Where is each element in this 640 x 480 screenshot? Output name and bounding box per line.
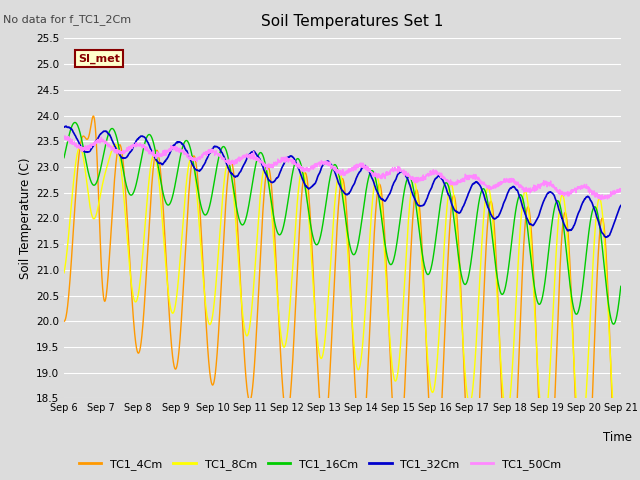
TC1_8Cm <box>568 316 575 322</box>
TC1_50Cm <box>568 187 575 193</box>
TC1_32Cm <box>61 123 69 129</box>
Y-axis label: Soil Temperature (C): Soil Temperature (C) <box>19 157 32 279</box>
TC1_32Cm <box>568 227 575 232</box>
TC1_16Cm <box>60 155 68 161</box>
TC1_16Cm <box>504 266 512 272</box>
Text: Soil Temperatures Set 1: Soil Temperatures Set 1 <box>261 14 443 29</box>
TC1_8Cm <box>216 234 223 240</box>
TC1_16Cm <box>216 152 223 157</box>
TC1_8Cm <box>60 270 68 276</box>
TC1_16Cm <box>568 295 575 301</box>
TC1_16Cm <box>71 120 79 125</box>
TC1_50Cm <box>60 136 68 142</box>
TC1_32Cm <box>216 145 223 151</box>
TC1_4Cm <box>371 222 379 228</box>
TC1_8Cm <box>504 408 512 414</box>
TC1_32Cm <box>602 235 610 240</box>
TC1_32Cm <box>60 124 68 130</box>
Line: TC1_50Cm: TC1_50Cm <box>64 136 621 200</box>
TC1_8Cm <box>617 433 625 439</box>
TC1_8Cm <box>111 142 119 147</box>
TC1_4Cm <box>359 441 367 447</box>
TC1_50Cm <box>504 178 512 184</box>
TC1_16Cm <box>371 173 379 179</box>
TC1_16Cm <box>359 212 367 217</box>
TC1_8Cm <box>371 179 379 185</box>
TC1_4Cm <box>216 313 223 319</box>
TC1_4Cm <box>90 113 97 119</box>
TC1_4Cm <box>568 304 575 310</box>
TC1_16Cm <box>584 242 591 248</box>
TC1_8Cm <box>584 372 591 378</box>
Text: SI_met: SI_met <box>78 54 120 64</box>
Line: TC1_8Cm: TC1_8Cm <box>64 144 621 449</box>
TC1_32Cm <box>504 189 512 195</box>
Legend: TC1_4Cm, TC1_8Cm, TC1_16Cm, TC1_32Cm, TC1_50Cm: TC1_4Cm, TC1_8Cm, TC1_16Cm, TC1_32Cm, TC… <box>74 455 566 474</box>
TC1_16Cm <box>610 321 618 327</box>
TC1_50Cm <box>371 169 379 175</box>
TC1_32Cm <box>584 193 591 199</box>
TC1_16Cm <box>617 284 625 289</box>
TC1_50Cm <box>216 153 223 159</box>
Line: TC1_16Cm: TC1_16Cm <box>64 122 621 324</box>
Text: No data for f_TC1_2Cm: No data for f_TC1_2Cm <box>3 14 131 25</box>
TC1_32Cm <box>359 164 367 169</box>
TC1_8Cm <box>359 342 367 348</box>
TC1_50Cm <box>596 197 604 203</box>
Line: TC1_32Cm: TC1_32Cm <box>64 126 621 238</box>
Line: TC1_4Cm: TC1_4Cm <box>64 116 621 480</box>
TC1_50Cm <box>359 162 367 168</box>
TC1_50Cm <box>61 133 69 139</box>
TC1_50Cm <box>617 188 625 193</box>
TC1_8Cm <box>614 446 622 452</box>
TC1_4Cm <box>60 318 68 324</box>
TC1_32Cm <box>617 203 625 208</box>
TC1_50Cm <box>584 185 591 191</box>
X-axis label: Time: Time <box>603 431 632 444</box>
TC1_32Cm <box>371 183 379 189</box>
